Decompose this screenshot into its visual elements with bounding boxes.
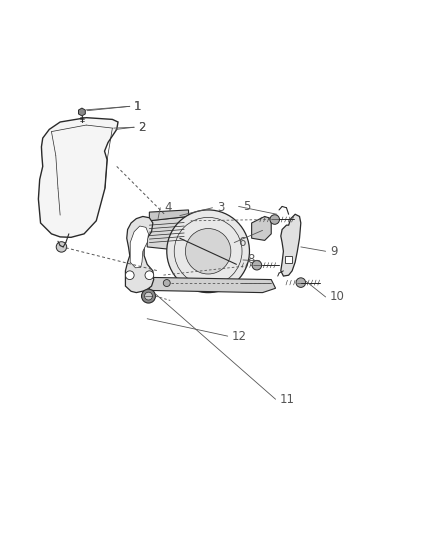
Circle shape <box>167 210 250 293</box>
Polygon shape <box>285 256 292 263</box>
Text: 5: 5 <box>243 200 250 213</box>
Polygon shape <box>39 118 118 237</box>
Circle shape <box>56 241 67 252</box>
Circle shape <box>145 292 152 300</box>
Text: 4: 4 <box>165 201 172 214</box>
Polygon shape <box>78 108 85 116</box>
Text: 3: 3 <box>217 201 224 214</box>
Text: 12: 12 <box>232 329 247 343</box>
Circle shape <box>125 271 134 279</box>
Polygon shape <box>149 277 276 293</box>
Text: 2: 2 <box>138 121 146 134</box>
Text: 8: 8 <box>247 254 254 266</box>
Polygon shape <box>149 210 188 221</box>
Text: 2: 2 <box>138 121 146 134</box>
Circle shape <box>270 215 279 224</box>
Circle shape <box>141 289 155 303</box>
Text: 9: 9 <box>330 245 338 258</box>
Polygon shape <box>147 216 188 251</box>
Text: 11: 11 <box>280 393 295 406</box>
Text: 1: 1 <box>134 100 141 113</box>
Circle shape <box>185 229 231 274</box>
Polygon shape <box>281 214 301 276</box>
Polygon shape <box>125 216 154 293</box>
Text: 1: 1 <box>134 100 141 113</box>
Circle shape <box>252 261 261 270</box>
Polygon shape <box>252 216 271 240</box>
Circle shape <box>163 279 170 287</box>
Text: 10: 10 <box>330 290 345 303</box>
Circle shape <box>145 271 154 279</box>
Polygon shape <box>130 226 148 268</box>
Text: 6: 6 <box>239 236 246 249</box>
Circle shape <box>296 278 306 287</box>
